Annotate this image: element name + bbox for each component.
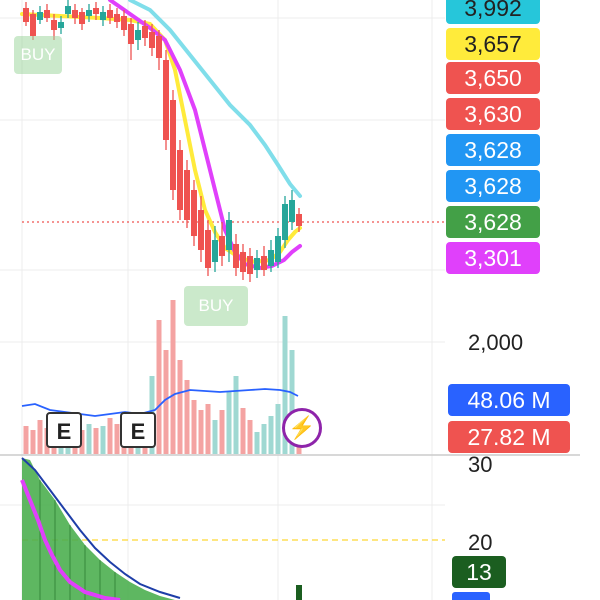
indicator-axis-label-30: 30 bbox=[468, 452, 493, 477]
candle-body bbox=[254, 258, 260, 270]
candle-body bbox=[51, 20, 57, 30]
volume-bar bbox=[93, 428, 99, 454]
price-tag: 3,650 bbox=[446, 62, 540, 94]
volume-bar bbox=[254, 432, 260, 454]
candlesticks bbox=[23, 0, 302, 282]
volume-bar bbox=[247, 420, 253, 454]
price-tag: 3,657 bbox=[446, 28, 540, 60]
volume-bar bbox=[226, 392, 232, 454]
candle-body bbox=[100, 12, 106, 20]
candle-body bbox=[163, 60, 169, 140]
volume-bar bbox=[191, 400, 197, 454]
candle-body bbox=[58, 22, 64, 28]
volume-axis-label: 2,000 bbox=[468, 330, 524, 355]
candle-body bbox=[93, 8, 99, 14]
volume-bar bbox=[212, 420, 218, 454]
candle-body bbox=[191, 190, 197, 236]
candle-body bbox=[170, 100, 176, 190]
indicator-magenta-line bbox=[20, 479, 121, 600]
volume-bar bbox=[282, 316, 288, 454]
volume-bar bbox=[205, 404, 211, 454]
candle-body bbox=[184, 170, 190, 220]
candle-body bbox=[149, 32, 155, 48]
candle-body bbox=[30, 14, 36, 36]
volume-bar bbox=[37, 420, 43, 454]
candle-body bbox=[212, 240, 218, 262]
volume-bar bbox=[30, 430, 36, 454]
candle-body bbox=[128, 24, 134, 44]
lightning-icon[interactable]: ⚡ bbox=[282, 408, 322, 448]
candle-body bbox=[65, 6, 71, 14]
buy-signal-label[interactable]: BUY bbox=[14, 36, 62, 74]
candle-body bbox=[268, 250, 274, 266]
volume-bar bbox=[275, 404, 281, 454]
candle-body bbox=[107, 10, 113, 18]
moving-average-long bbox=[128, 0, 302, 198]
candle-body bbox=[233, 244, 239, 268]
candle-body bbox=[247, 256, 253, 274]
candle-body bbox=[205, 230, 211, 268]
volume-bar bbox=[23, 426, 29, 454]
volume-bar bbox=[163, 350, 169, 454]
volume-bar bbox=[198, 410, 204, 454]
chart-grid bbox=[0, 0, 445, 600]
candle-body bbox=[282, 204, 288, 240]
price-tag: 3,628 bbox=[446, 206, 540, 238]
candle-body bbox=[275, 236, 281, 262]
candle-body bbox=[23, 8, 29, 22]
indicator-bar bbox=[296, 585, 302, 600]
candle-body bbox=[226, 220, 232, 250]
volume-bar bbox=[170, 300, 176, 454]
volume-bar bbox=[240, 408, 246, 454]
volume-bar bbox=[156, 320, 162, 454]
earnings-marker[interactable]: E bbox=[46, 412, 82, 448]
price-tag: 3,992 bbox=[446, 0, 540, 24]
candle-body bbox=[72, 10, 78, 18]
indicator-band bbox=[22, 458, 175, 600]
volume-value-tag: 27.82 M bbox=[448, 421, 570, 453]
volume-bar bbox=[107, 418, 113, 454]
price-tag: 3,628 bbox=[446, 170, 540, 202]
candle-body bbox=[142, 26, 148, 38]
candle-body bbox=[44, 10, 50, 18]
price-tag: 3,628 bbox=[446, 134, 540, 166]
candle-body bbox=[79, 12, 85, 24]
volume-bar bbox=[184, 380, 190, 454]
price-tag: 3,301 bbox=[446, 242, 540, 274]
candle-body bbox=[156, 36, 162, 58]
volume-bar bbox=[261, 424, 267, 454]
candle-body bbox=[261, 256, 267, 270]
earnings-marker[interactable]: E bbox=[120, 412, 156, 448]
volume-bar bbox=[79, 430, 85, 454]
volume-bar bbox=[268, 416, 274, 454]
candle-body bbox=[114, 14, 120, 22]
indicator-stripes bbox=[39, 480, 116, 600]
candle-body bbox=[177, 150, 183, 210]
candle-body bbox=[289, 200, 295, 222]
candle-body bbox=[37, 12, 43, 20]
volume-bar bbox=[289, 350, 295, 454]
buy-signal-label[interactable]: BUY bbox=[184, 286, 248, 326]
candle-body bbox=[219, 236, 225, 256]
volume-bar bbox=[100, 426, 106, 454]
candle-body bbox=[296, 214, 302, 226]
candle-body bbox=[135, 30, 141, 40]
candle-body bbox=[121, 16, 127, 30]
candle-body bbox=[240, 252, 246, 272]
candle-body bbox=[198, 210, 204, 250]
volume-bar bbox=[177, 360, 183, 454]
indicator-value-tag: 13 bbox=[452, 556, 506, 588]
indicator-secondary-tag bbox=[452, 592, 490, 600]
volume-bar bbox=[114, 424, 120, 454]
volume-bar bbox=[219, 410, 225, 454]
volume-average-tag: 48.06 M bbox=[448, 384, 570, 416]
indicator-axis-label-20: 20 bbox=[468, 530, 493, 555]
volume-bar bbox=[86, 424, 92, 454]
volume-bar bbox=[233, 376, 239, 454]
candle-body bbox=[86, 10, 92, 16]
price-tag: 3,630 bbox=[446, 98, 540, 130]
indicator-blue-line bbox=[21, 457, 181, 599]
